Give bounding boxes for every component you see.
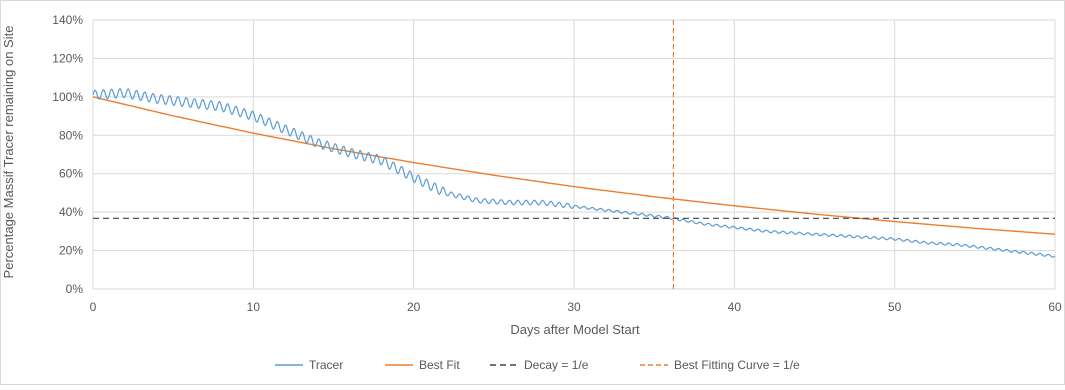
legend-label: Best Fit xyxy=(419,358,460,372)
y-tick-label: 0% xyxy=(66,282,84,296)
legend-label: Decay = 1/e xyxy=(524,358,589,372)
y-axis-ticks: 0% 20% 40% 60% 80% 100% 120% 140% xyxy=(52,13,83,296)
y-tick-label: 140% xyxy=(52,13,83,27)
gridlines xyxy=(92,19,1056,290)
series-layer xyxy=(92,20,1056,289)
x-axis-ticks: 0 10 20 30 40 50 60 xyxy=(90,300,1062,314)
x-tick-label: 10 xyxy=(247,300,261,314)
y-tick-label: 40% xyxy=(59,205,83,219)
x-tick-label: 40 xyxy=(728,300,742,314)
legend-label: Tracer xyxy=(309,358,343,372)
y-tick-label: 120% xyxy=(52,51,83,65)
y-tick-label: 20% xyxy=(59,244,83,258)
x-tick-label: 60 xyxy=(1048,300,1062,314)
series-line-tracer xyxy=(92,88,1056,258)
x-tick-label: 30 xyxy=(567,300,581,314)
x-tick-label: 50 xyxy=(888,300,902,314)
x-axis-label: Days after Model Start xyxy=(510,322,640,337)
series-line-best-fit xyxy=(92,96,1056,235)
y-tick-label: 60% xyxy=(59,167,83,181)
legend-label: Best Fitting Curve = 1/e xyxy=(674,358,800,372)
y-tick-label: 80% xyxy=(59,128,83,142)
y-axis-label: Percentage Massif Tracer remaining on Si… xyxy=(1,26,16,279)
legend: Tracer Best Fit Decay = 1/e Best Fitting Cu… xyxy=(275,358,800,372)
x-tick-label: 0 xyxy=(90,300,97,314)
y-tick-label: 100% xyxy=(52,90,83,104)
x-tick-label: 20 xyxy=(407,300,421,314)
